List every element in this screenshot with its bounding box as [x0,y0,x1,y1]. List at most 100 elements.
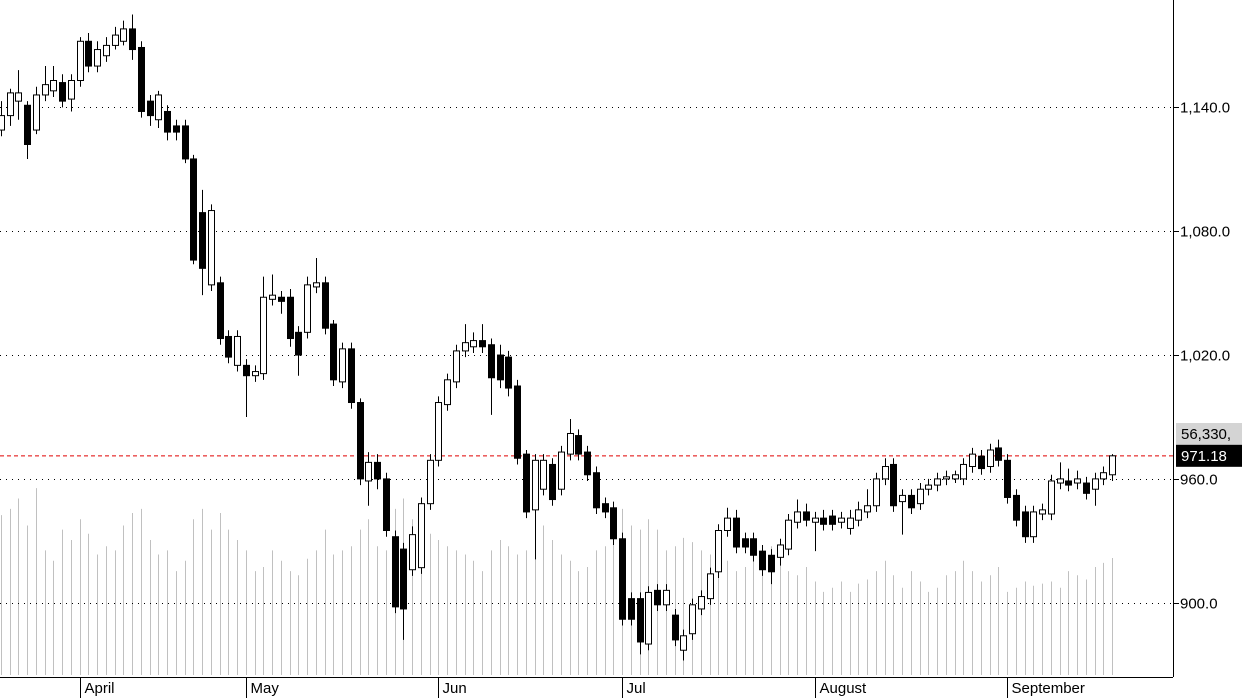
candle-body [1083,482,1090,494]
candle-body [199,212,206,269]
candle-body [444,379,451,406]
candle-body [680,635,687,651]
candle-body [42,84,49,96]
candle-body [33,94,40,131]
candle-body [733,517,740,548]
candle-body [820,517,827,525]
candle-body [208,210,215,286]
candle-body [645,591,652,645]
candle-body [943,476,950,480]
candle-body [322,282,329,329]
candle-body [978,455,985,470]
y-tick-label: 900.0 [1180,595,1218,612]
candle-body [610,507,617,540]
candle-body [260,296,267,375]
candle-body [470,340,477,348]
candle-body [934,478,941,486]
candle-body [287,296,294,340]
candle-body [619,538,626,620]
candle-body [147,100,154,117]
candle-body [689,604,696,635]
candle-body [707,573,714,600]
candle-body [1048,480,1055,515]
candle-body [637,598,644,643]
candle-body [794,511,801,523]
candle-body [339,348,346,383]
candle-body [164,110,171,133]
candle-body [59,82,66,102]
candle-body [882,466,889,480]
candle-body [462,342,469,352]
candle-body [925,484,932,490]
candle-body [15,92,22,102]
candle-body [155,94,162,121]
candle-body [357,402,364,480]
candle-body [523,453,530,513]
candle-body [602,503,609,513]
candle-body [479,340,486,348]
candle-body [383,478,390,532]
candle-body [715,530,722,573]
candle-body [890,463,897,507]
candle-body [768,554,775,573]
candle-body [1074,478,1081,484]
candle-body [724,517,731,532]
candle-body [672,614,679,641]
candle-body [750,538,757,556]
candle-body [960,463,967,480]
y-tick-label: 1,080.0 [1180,223,1230,240]
candle-body [505,356,512,389]
candle-body [295,331,302,356]
y-tick-label: 1,140.0 [1180,99,1230,116]
candle-body [785,519,792,550]
candle-body [453,350,460,383]
candle-body [1057,478,1064,484]
candle-body [829,515,836,525]
candle-body [995,447,1002,461]
candle-body [873,478,880,507]
candle-body [304,284,311,333]
x-tick-label: Jun [443,680,467,697]
candle-body [252,371,259,377]
last-price-label: 971.18 [1181,448,1227,465]
candle-body [234,335,241,366]
candle-body [742,538,749,548]
candle-body [1065,480,1072,486]
candle-body [855,509,862,521]
x-tick-label: May [251,680,280,697]
candle-body [663,589,670,606]
y-tick-label: 1,020.0 [1180,347,1230,364]
candle-body [628,598,635,620]
candle-body [488,344,495,379]
candle-body [917,488,924,505]
x-tick-label: September [1012,680,1085,697]
candle-body [803,511,810,521]
x-tick-label: August [820,680,868,697]
candle-body [812,517,819,523]
candle-body [365,461,372,482]
candle-body [400,548,407,610]
candle-body [1100,472,1107,480]
candle-body [1030,511,1037,538]
candle-body [173,125,180,133]
x-tick-label: April [85,680,115,697]
candle-body [1022,511,1029,538]
candle-body [427,459,434,505]
candle-body [374,461,381,480]
candle-body [777,544,784,558]
candle-body [575,435,582,455]
candle-body [899,494,906,503]
y-tick-label: 960.0 [1180,471,1218,488]
x-tick-label: Jul [627,680,646,697]
volume-label-box [1176,423,1242,445]
candle-body [129,28,136,51]
candle-body [654,589,661,606]
candle-body [567,432,574,455]
candle-body [969,453,976,468]
candle-body [514,385,521,459]
candle-body [952,474,959,480]
candle-body [593,472,600,509]
candle-body [348,348,355,404]
